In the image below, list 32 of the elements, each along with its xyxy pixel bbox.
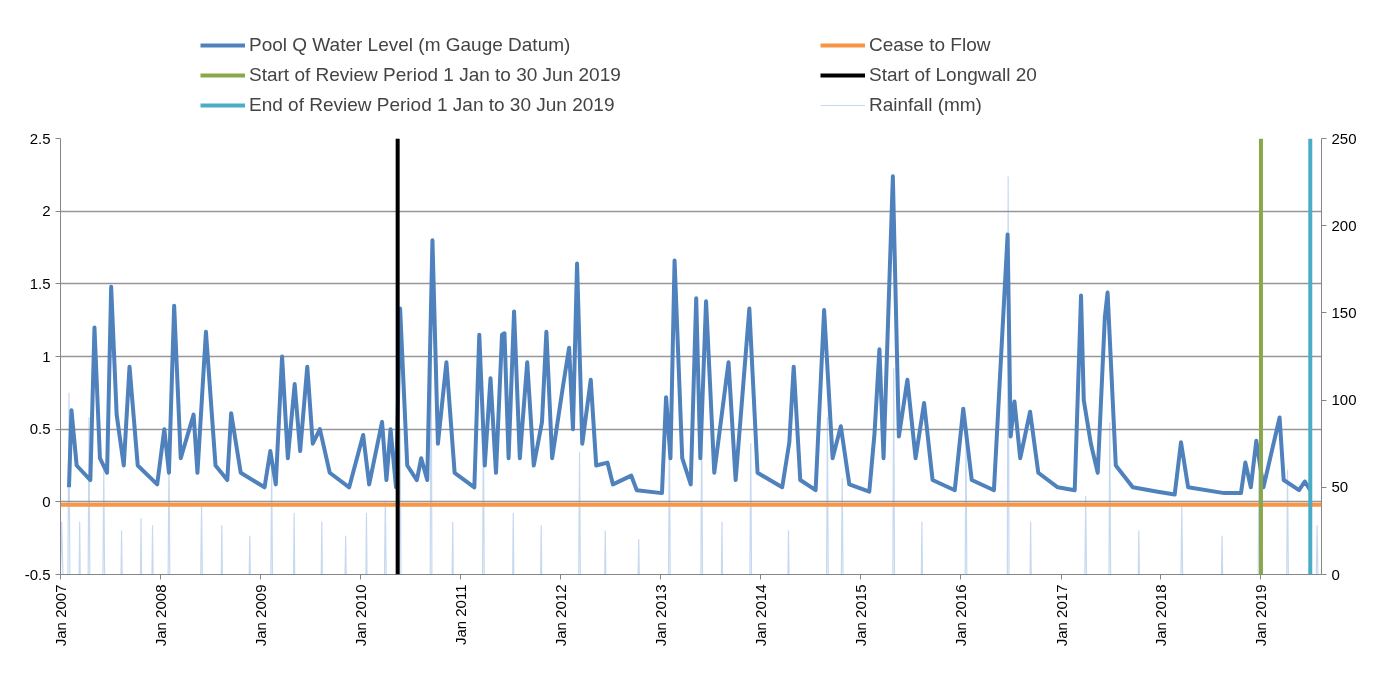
legend-label: Start of Review Period 1 Jan to 30 Jun 2019 [249, 64, 621, 86]
y-tick-label: 0 [42, 492, 51, 510]
x-tick-label: Jan 2011 [452, 584, 470, 646]
y2-tick-label: 100 [1331, 391, 1357, 409]
x-tick-label: Jan 2012 [552, 584, 570, 647]
legend-label: Pool Q Water Level (m Gauge Datum) [249, 34, 571, 56]
x-tick-label: Jan 2017 [1052, 584, 1070, 647]
y-tick-label: 2.5 [29, 129, 51, 147]
x-tick-label: Jan 2008 [151, 584, 169, 647]
y-tick-label: -0.5 [24, 565, 51, 583]
y-tick-label: 0.5 [29, 420, 51, 438]
legend-label: Cease to Flow [869, 34, 991, 56]
y2-tick-label: 250 [1331, 129, 1357, 147]
y-tick-label: 1 [42, 347, 51, 365]
legend-label: End of Review Period 1 Jan to 30 Jun 2019 [249, 94, 615, 116]
y-tick-label: 1.5 [29, 274, 51, 292]
x-tick-label: Jan 2018 [1152, 584, 1170, 647]
x-tick-label: Jan 2019 [1252, 584, 1270, 647]
legend-label: Rainfall (mm) [869, 94, 982, 116]
y2-tick-label: 200 [1331, 216, 1357, 234]
y2-tick-label: 0 [1331, 565, 1340, 583]
y2-tick-label: 150 [1331, 303, 1357, 321]
x-tick-label: Jan 2007 [52, 584, 69, 647]
x-tick-label: Jan 2016 [952, 584, 970, 647]
y2-tick-label: 50 [1331, 478, 1349, 496]
legend-label: Start of Longwall 20 [869, 64, 1037, 86]
x-tick-label: Jan 2014 [752, 584, 770, 647]
x-tick-label: Jan 2015 [852, 584, 870, 647]
x-tick-label: Jan 2013 [652, 584, 670, 647]
x-tick-label: Jan 2010 [352, 584, 370, 647]
x-tick-label: Jan 2009 [252, 584, 270, 647]
y-tick-label: 2 [42, 202, 51, 220]
